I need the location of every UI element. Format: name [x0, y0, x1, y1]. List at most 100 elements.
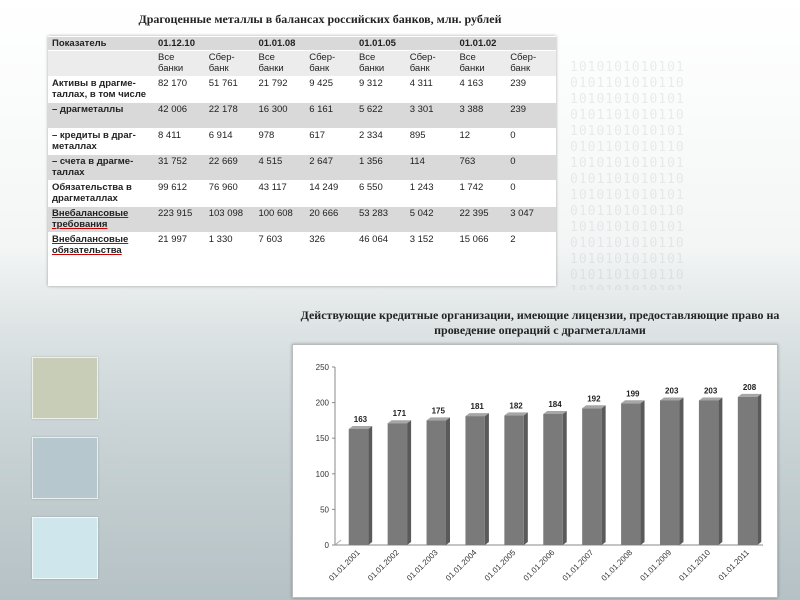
data-label: 182	[509, 401, 523, 410]
data-label: 199	[626, 389, 640, 398]
y-tick-label: 250	[316, 363, 330, 372]
table-cell: 3 301	[405, 102, 456, 129]
table-cell: 3 152	[405, 232, 456, 259]
bar-chart: 0 50 100 150 200 250 163 01.01.2001 171 01.01.200…	[316, 363, 763, 583]
binary-decoration: 1010101010101 0101101010110 101010101010…	[570, 60, 685, 290]
bar-top	[348, 425, 373, 429]
table-cell: Сбер-банк	[506, 50, 556, 77]
y-tick-label: 150	[316, 434, 330, 443]
table-cell: – кредиты в драг-металлах	[48, 128, 154, 155]
x-tick-label: 01.01.2004	[444, 548, 479, 583]
bar	[504, 415, 524, 545]
bar-side	[601, 405, 606, 545]
y-tick-label: 0	[325, 541, 330, 550]
table-cell: Обязательства в драгметаллах	[48, 180, 154, 207]
data-label: 175	[432, 406, 446, 415]
data-label: 181	[471, 402, 485, 411]
table-cell: 3 388	[455, 102, 507, 129]
table-cell: 763	[455, 154, 507, 181]
bar-top	[698, 397, 723, 401]
table-cell: Внебалансовые обязательства	[48, 232, 154, 259]
table-cell: – драгметаллы	[48, 102, 154, 129]
table-cell: 1 330	[204, 232, 255, 259]
bar-side	[446, 417, 450, 545]
table-cell: 4 163	[455, 76, 507, 103]
bar	[660, 400, 680, 545]
bar-side	[368, 425, 373, 545]
table-cell	[506, 36, 556, 51]
table-cell: 76 960	[204, 180, 255, 207]
table-cell: 21 997	[154, 232, 205, 259]
table-cell: 239	[506, 76, 556, 103]
table-cell: 01.01.02	[455, 36, 507, 51]
table-cell: 100 608	[254, 206, 306, 233]
table-header-row: Все банки Сбер-банк Все банки Сбер-банк Все …	[48, 50, 556, 77]
table-cell: – счета в драгме-таллах	[48, 154, 154, 181]
table-cell: 2	[506, 232, 556, 259]
table-cell: Внебалансовые требования	[48, 206, 154, 233]
table-cell: 4 515	[254, 154, 306, 181]
table-cell: 617	[305, 128, 355, 155]
table-cell: Все банки	[455, 50, 507, 77]
table-cell	[204, 36, 255, 51]
bar	[621, 403, 641, 545]
table-cell: 43 117	[254, 180, 306, 207]
table-cell: 5 622	[354, 102, 406, 129]
x-tick-label: 01.01.2011	[717, 548, 752, 583]
bar	[426, 420, 446, 545]
x-tick-label: 01.01.2003	[405, 548, 440, 583]
table-cell: Активы в драгме-таллах, в том числе	[48, 76, 154, 103]
data-label: 208	[743, 383, 757, 392]
table-cell: 9 425	[305, 76, 355, 103]
table-cell: 01.01.05	[354, 36, 406, 51]
decor-square-blue	[32, 437, 98, 499]
table-cell: 51 761	[204, 76, 255, 103]
x-tick-label: 01.01.2010	[677, 548, 712, 583]
table-cell: 0	[506, 128, 556, 155]
table-cell: 14 249	[305, 180, 355, 207]
bar	[737, 396, 758, 545]
table-row: Активы в драгме-таллах, в том числе 82 17…	[48, 76, 556, 103]
table-cell: 9 312	[354, 76, 406, 103]
bar-side	[640, 400, 645, 545]
floor-edge	[334, 539, 342, 546]
table-cell: 01.12.10	[154, 36, 205, 51]
table-cell	[305, 36, 355, 51]
bar	[348, 428, 369, 545]
bar-side	[407, 420, 412, 545]
decor-square-cyan	[32, 517, 98, 579]
bar	[582, 408, 602, 545]
bar-side	[757, 393, 762, 545]
table-cell: 978	[254, 128, 306, 155]
table-row: – кредиты в драг-металлах 8 411 6 914 978 61…	[48, 128, 556, 155]
bar-top	[543, 410, 567, 414]
decor-square-olive	[32, 357, 98, 419]
x-tick-label: 01.01.2008	[600, 548, 635, 583]
table-cell: 16 300	[254, 102, 306, 129]
bar	[698, 400, 719, 545]
y-tick-label: 200	[316, 399, 330, 408]
table-cell: Все банки	[254, 50, 306, 77]
table-cell	[48, 50, 154, 77]
table-row: Обязательства в драгметаллах 99 612 76 960…	[48, 180, 556, 207]
bar-side	[679, 397, 684, 545]
bar-top	[582, 405, 606, 409]
data-label: 203	[665, 386, 679, 395]
table-cell: 21 792	[254, 76, 306, 103]
table-cell: 12	[455, 128, 507, 155]
table-cell: 326	[305, 232, 355, 259]
table-cell: Сбер-банк	[405, 50, 456, 77]
metals-table: Показатель 01.12.10 01.01.08 01.01.05 01.01.…	[48, 36, 556, 259]
metals-table-panel: Показатель 01.12.10 01.01.08 01.01.05 01.01.…	[48, 36, 556, 286]
table-header-row: Показатель 01.12.10 01.01.08 01.01.05 01.01.…	[48, 36, 556, 51]
bar-top	[426, 417, 450, 421]
table-cell: 53 283	[354, 206, 406, 233]
data-label: 171	[393, 409, 407, 418]
table-title: Драгоценные металлы в балансах российски…	[138, 12, 502, 26]
table-cell: 20 666	[305, 206, 355, 233]
bar-chart-panel: 0 50 100 150 200 250 163 01.01.2001 171 01.01.200…	[292, 344, 778, 598]
y-tick-label: 50	[320, 505, 329, 514]
x-tick-label: 01.01.2002	[366, 548, 401, 583]
x-tick-label: 01.01.2006	[522, 548, 557, 583]
table-cell: 239	[506, 102, 556, 129]
